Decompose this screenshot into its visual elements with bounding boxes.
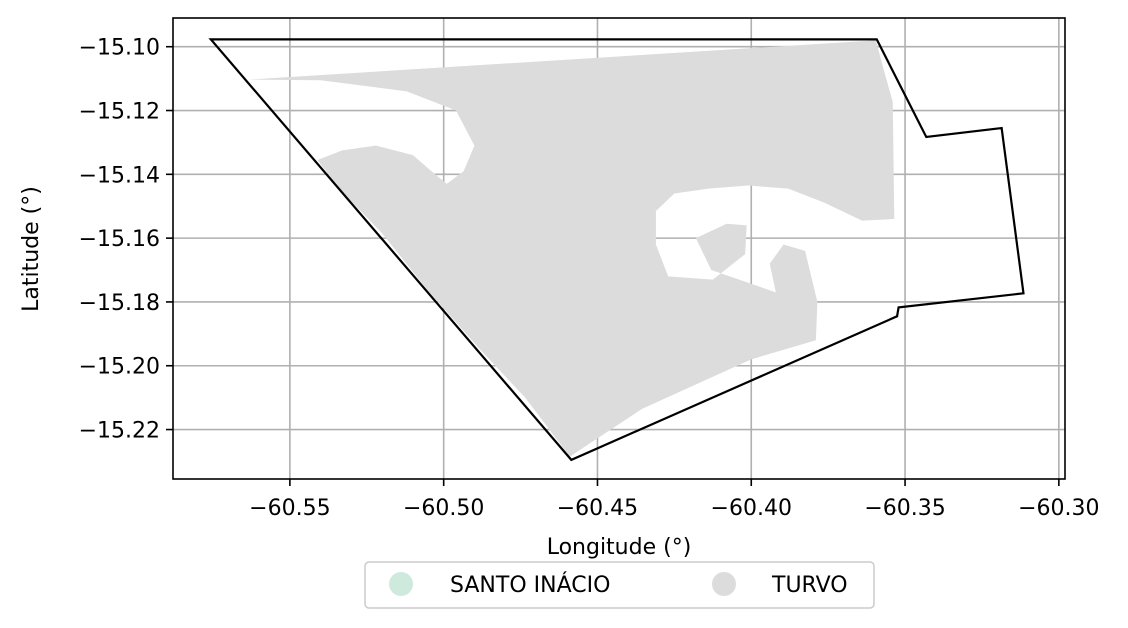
y-tick-label-4: −15.18 [79,291,160,316]
axes-frame [172,17,1066,480]
y-axis-ticks: −15.10 −15.12 −15.14 −15.16 −15.18 −15.20 −15.… [79,36,173,444]
legend-label-turvo: TURVO [771,573,848,598]
region-turvo [248,40,895,457]
legend-box [364,561,875,609]
y-tick-label-0: −15.10 [79,36,160,61]
x-tick-label-2: −60.45 [557,496,638,521]
y-tick-label-5: −15.20 [79,355,160,380]
y-tick-label-1: −15.12 [79,100,160,125]
legend-label-santo-inacio: SANTO INÁCIO [450,572,610,598]
x-tick-label-4: −60.35 [864,496,945,521]
boundary-outline [208,38,1025,462]
x-tick-label-5: −60.30 [1018,496,1099,521]
y-tick-label-2: −15.14 [79,163,160,188]
x-tick-label-1: −60.50 [403,496,484,521]
legend: SANTO INÁCIO TURVO [364,561,875,609]
x-tick-label-3: −60.40 [711,496,792,521]
x-axis-label: Longitude (°) [547,535,692,560]
x-axis-ticks: −60.55 −60.50 −60.45 −60.40 −60.35 −60.30 [249,479,1100,521]
x-tick-label-0: −60.55 [249,496,330,521]
y-tick-label-3: −15.16 [79,227,160,252]
y-tick-label-6: −15.22 [79,419,160,444]
legend-marker-santo-inacio [389,572,413,596]
regions-layer [248,40,895,457]
legend-marker-turvo [712,572,736,596]
y-axis-label: Latitude (°) [19,186,44,312]
